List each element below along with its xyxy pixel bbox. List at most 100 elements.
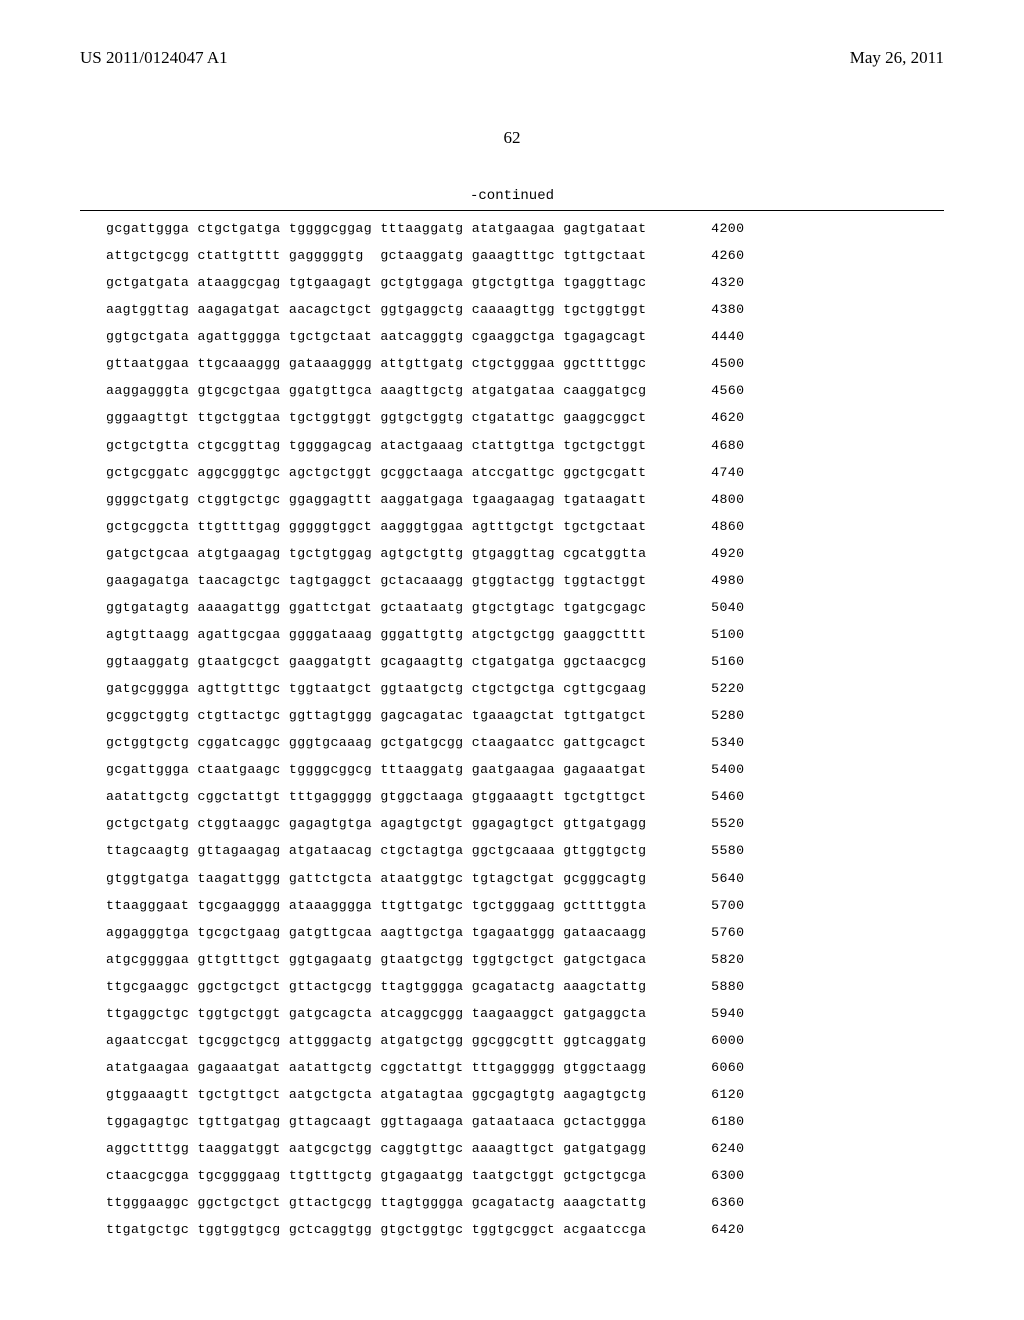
sequence-row: gcgattggga ctaatgaagc tggggcggcg tttaagg… bbox=[106, 756, 944, 783]
sequence-position: 5640 bbox=[646, 865, 744, 892]
sequence-position: 4740 bbox=[646, 459, 744, 486]
sequence-position: 5280 bbox=[646, 702, 744, 729]
sequence-position: 4980 bbox=[646, 567, 744, 594]
sequence-text: attgctgcgg ctattgtttt gagggggtg gctaagga… bbox=[106, 242, 646, 269]
sequence-row: gctgcggcta ttgttttgag gggggtggct aagggtg… bbox=[106, 513, 944, 540]
sequence-position: 4620 bbox=[646, 404, 744, 431]
sequence-text: gggaagttgt ttgctggtaa tgctggtggt ggtgctg… bbox=[106, 404, 646, 431]
sequence-position: 5940 bbox=[646, 1000, 744, 1027]
sequence-position: 5100 bbox=[646, 621, 744, 648]
sequence-row: gttaatggaa ttgcaaaggg gataaagggg attgttg… bbox=[106, 350, 944, 377]
sequence-top-rule bbox=[80, 210, 944, 211]
sequence-text: gcggctggtg ctgttactgc ggttagtggg gagcaga… bbox=[106, 702, 646, 729]
sequence-position: 5820 bbox=[646, 946, 744, 973]
sequence-text: gtggaaagtt tgctgttgct aatgctgcta atgatag… bbox=[106, 1081, 646, 1108]
sequence-text: agaatccgat tgcggctgcg attgggactg atgatgc… bbox=[106, 1027, 646, 1054]
sequence-position: 6360 bbox=[646, 1189, 744, 1216]
sequence-position: 6060 bbox=[646, 1054, 744, 1081]
sequence-position: 5760 bbox=[646, 919, 744, 946]
sequence-text: tggagagtgc tgttgatgag gttagcaagt ggttaga… bbox=[106, 1108, 646, 1135]
sequence-position: 4320 bbox=[646, 269, 744, 296]
sequence-position: 6120 bbox=[646, 1081, 744, 1108]
sequence-text: ttaagggaat tgcgaagggg ataaagggga ttgttga… bbox=[106, 892, 646, 919]
sequence-text: ttagcaagtg gttagaagag atgataacag ctgctag… bbox=[106, 837, 646, 864]
sequence-position: 4800 bbox=[646, 486, 744, 513]
sequence-text: gctgctgatg ctggtaaggc gagagtgtga agagtgc… bbox=[106, 810, 646, 837]
sequence-position: 5700 bbox=[646, 892, 744, 919]
sequence-text: agtgttaagg agattgcgaa ggggataaag gggattg… bbox=[106, 621, 646, 648]
sequence-row: gcgattggga ctgctgatga tggggcggag tttaagg… bbox=[106, 215, 944, 242]
sequence-text: aggagggtga tgcgctgaag gatgttgcaa aagttgc… bbox=[106, 919, 646, 946]
sequence-row: gatgcgggga agttgtttgc tggtaatgct ggtaatg… bbox=[106, 675, 944, 702]
sequence-position: 5400 bbox=[646, 756, 744, 783]
sequence-text: aaggagggta gtgcgctgaa ggatgttgca aaagttg… bbox=[106, 377, 646, 404]
sequence-row: ggtgatagtg aaaagattgg ggattctgat gctaata… bbox=[106, 594, 944, 621]
sequence-text: gcgattggga ctaatgaagc tggggcggcg tttaagg… bbox=[106, 756, 646, 783]
sequence-row: ggtaaggatg gtaatgcgct gaaggatgtt gcagaag… bbox=[106, 648, 944, 675]
sequence-position: 5580 bbox=[646, 837, 744, 864]
sequence-listing: gcgattggga ctgctgatga tggggcggag tttaagg… bbox=[80, 215, 944, 1243]
sequence-text: ggtaaggatg gtaatgcgct gaaggatgtt gcagaag… bbox=[106, 648, 646, 675]
sequence-position: 6180 bbox=[646, 1108, 744, 1135]
sequence-row: tggagagtgc tgttgatgag gttagcaagt ggttaga… bbox=[106, 1108, 944, 1135]
sequence-text: gctggtgctg cggatcaggc gggtgcaaag gctgatg… bbox=[106, 729, 646, 756]
sequence-row: ttgaggctgc tggtgctggt gatgcagcta atcaggc… bbox=[106, 1000, 944, 1027]
sequence-position: 4380 bbox=[646, 296, 744, 323]
sequence-row: aaggagggta gtgcgctgaa ggatgttgca aaagttg… bbox=[106, 377, 944, 404]
sequence-text: ttgcgaaggc ggctgctgct gttactgcgg ttagtgg… bbox=[106, 973, 646, 1000]
sequence-position: 5520 bbox=[646, 810, 744, 837]
sequence-position: 4560 bbox=[646, 377, 744, 404]
sequence-text: aatattgctg cggctattgt tttgaggggg gtggcta… bbox=[106, 783, 646, 810]
sequence-text: gttaatggaa ttgcaaaggg gataaagggg attgttg… bbox=[106, 350, 646, 377]
sequence-text: gatgcgggga agttgtttgc tggtaatgct ggtaatg… bbox=[106, 675, 646, 702]
sequence-row: atgcggggaa gttgtttgct ggtgagaatg gtaatgc… bbox=[106, 946, 944, 973]
sequence-text: ggggctgatg ctggtgctgc ggaggagttt aaggatg… bbox=[106, 486, 646, 513]
sequence-position: 6420 bbox=[646, 1216, 744, 1243]
sequence-row: ttagcaagtg gttagaagag atgataacag ctgctag… bbox=[106, 837, 944, 864]
sequence-row: ggggctgatg ctggtgctgc ggaggagttt aaggatg… bbox=[106, 486, 944, 513]
publication-date: May 26, 2011 bbox=[850, 48, 944, 68]
sequence-position: 4260 bbox=[646, 242, 744, 269]
sequence-position: 5220 bbox=[646, 675, 744, 702]
sequence-row: gctggtgctg cggatcaggc gggtgcaaag gctgatg… bbox=[106, 729, 944, 756]
sequence-text: gtggtgatga taagattggg gattctgcta ataatgg… bbox=[106, 865, 646, 892]
sequence-position: 6000 bbox=[646, 1027, 744, 1054]
sequence-row: agaatccgat tgcggctgcg attgggactg atgatgc… bbox=[106, 1027, 944, 1054]
sequence-row: gtggaaagtt tgctgttgct aatgctgcta atgatag… bbox=[106, 1081, 944, 1108]
sequence-position: 5040 bbox=[646, 594, 744, 621]
sequence-row: ttgcgaaggc ggctgctgct gttactgcgg ttagtgg… bbox=[106, 973, 944, 1000]
sequence-row: aagtggttag aagagatgat aacagctgct ggtgagg… bbox=[106, 296, 944, 323]
sequence-row: ttaagggaat tgcgaagggg ataaagggga ttgttga… bbox=[106, 892, 944, 919]
sequence-row: gctgcggatc aggcgggtgc agctgctggt gcggcta… bbox=[106, 459, 944, 486]
sequence-position: 6240 bbox=[646, 1135, 744, 1162]
sequence-position: 4860 bbox=[646, 513, 744, 540]
sequence-text: atatgaagaa gagaaatgat aatattgctg cggctat… bbox=[106, 1054, 646, 1081]
sequence-text: ttgatgctgc tggtggtgcg gctcaggtgg gtgctgg… bbox=[106, 1216, 646, 1243]
sequence-position: 5160 bbox=[646, 648, 744, 675]
publication-number: US 2011/0124047 A1 bbox=[80, 48, 228, 68]
sequence-row: ttgatgctgc tggtggtgcg gctcaggtgg gtgctgg… bbox=[106, 1216, 944, 1243]
sequence-row: gggaagttgt ttgctggtaa tgctggtggt ggtgctg… bbox=[106, 404, 944, 431]
sequence-text: gctgcggatc aggcgggtgc agctgctggt gcggcta… bbox=[106, 459, 646, 486]
sequence-row: ctaacgcgga tgcggggaag ttgtttgctg gtgagaa… bbox=[106, 1162, 944, 1189]
sequence-row: atatgaagaa gagaaatgat aatattgctg cggctat… bbox=[106, 1054, 944, 1081]
sequence-position: 4200 bbox=[646, 215, 744, 242]
sequence-row: gctgctgtta ctgcggttag tggggagcag atactga… bbox=[106, 432, 944, 459]
sequence-text: gaagagatga taacagctgc tagtgaggct gctacaa… bbox=[106, 567, 646, 594]
sequence-position: 5340 bbox=[646, 729, 744, 756]
sequence-row: gatgctgcaa atgtgaagag tgctgtggag agtgctg… bbox=[106, 540, 944, 567]
sequence-text: ggtgatagtg aaaagattgg ggattctgat gctaata… bbox=[106, 594, 646, 621]
sequence-row: gctgatgata ataaggcgag tgtgaagagt gctgtgg… bbox=[106, 269, 944, 296]
sequence-text: gatgctgcaa atgtgaagag tgctgtggag agtgctg… bbox=[106, 540, 646, 567]
sequence-text: ttgggaaggc ggctgctgct gttactgcgg ttagtgg… bbox=[106, 1189, 646, 1216]
sequence-row: aatattgctg cggctattgt tttgaggggg gtggcta… bbox=[106, 783, 944, 810]
page-number: 62 bbox=[80, 128, 944, 148]
sequence-position: 5880 bbox=[646, 973, 744, 1000]
sequence-text: gcgattggga ctgctgatga tggggcggag tttaagg… bbox=[106, 215, 646, 242]
sequence-position: 4440 bbox=[646, 323, 744, 350]
sequence-row: aggcttttgg taaggatggt aatgcgctgg caggtgt… bbox=[106, 1135, 944, 1162]
sequence-row: gcggctggtg ctgttactgc ggttagtggg gagcaga… bbox=[106, 702, 944, 729]
sequence-text: ggtgctgata agattgggga tgctgctaat aatcagg… bbox=[106, 323, 646, 350]
sequence-position: 4920 bbox=[646, 540, 744, 567]
sequence-text: aagtggttag aagagatgat aacagctgct ggtgagg… bbox=[106, 296, 646, 323]
